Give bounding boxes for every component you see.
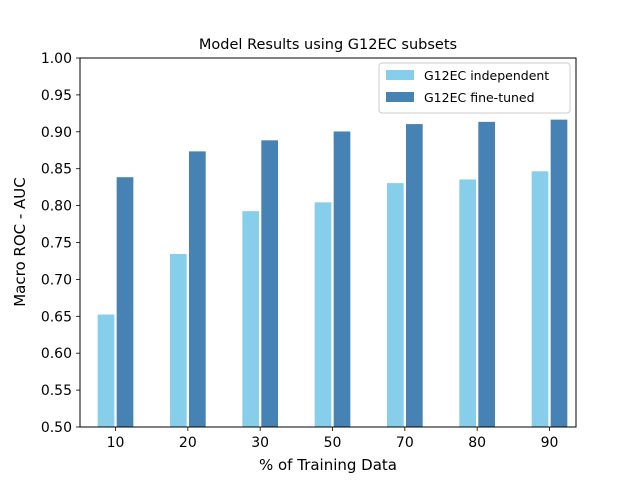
x-tick-label: 10: [107, 435, 125, 451]
bar-independent-50: [313, 201, 333, 428]
legend-frame: [378, 62, 571, 114]
bar-fine-tuned-80: [477, 121, 496, 428]
legend-swatch-fine-tuned: [386, 92, 414, 102]
x-tick-label: 80: [468, 435, 486, 451]
bar-independent-70: [386, 182, 405, 428]
x-tick-label: 90: [541, 435, 559, 451]
legend: G12EC independent G12EC fine-tuned: [378, 62, 571, 114]
bar-fine-tuned-50: [332, 130, 352, 428]
y-tick-label: 0.95: [41, 88, 72, 104]
x-tick-label: 20: [179, 435, 197, 451]
y-axis-ticks: 0.50 0.55 0.60 0.65 0.70 0.75 0.80 0.85 0.90 0.95…: [41, 51, 80, 436]
y-tick-label: 0.90: [41, 125, 72, 141]
y-tick-label: 1.00: [41, 51, 72, 67]
bar-fine-tuned-30: [260, 139, 279, 428]
y-tick-label: 0.80: [41, 199, 72, 215]
x-tick-label: 50: [324, 435, 342, 451]
y-tick-label: 0.65: [41, 309, 72, 325]
y-tick-label: 0.60: [41, 346, 72, 362]
x-tick-label: 30: [251, 435, 269, 451]
x-axis-label: % of Training Data: [259, 456, 397, 474]
legend-label-fine-tuned: G12EC fine-tuned: [424, 90, 535, 105]
bar-independent-80: [458, 178, 477, 428]
y-tick-label: 0.55: [41, 383, 72, 399]
bar-fine-tuned-70: [405, 123, 424, 428]
bars-group: [96, 118, 569, 428]
bar-fine-tuned-20: [188, 150, 207, 428]
y-tick-label: 0.85: [41, 162, 72, 178]
y-tick-label: 0.50: [41, 420, 72, 436]
x-tick-label: 70: [396, 435, 414, 451]
y-tick-label: 0.70: [41, 272, 72, 288]
bar-independent-20: [169, 253, 188, 428]
chart-title: Model Results using G12EC subsets: [199, 37, 457, 53]
bar-fine-tuned-90: [549, 118, 569, 428]
plot-frame: [79, 57, 577, 428]
x-axis-ticks: 10 20 30 50 70 80 90: [107, 427, 559, 451]
bar-independent-10: [96, 313, 116, 428]
y-tick-label: 0.75: [41, 236, 72, 252]
bar-independent-30: [241, 210, 260, 428]
y-axis-label: Macro ROC - AUC: [11, 177, 29, 307]
legend-swatch-independent: [386, 70, 414, 80]
bar-independent-90: [530, 170, 550, 428]
legend-label-independent: G12EC independent: [424, 68, 549, 83]
bar-fine-tuned-10: [115, 176, 135, 428]
